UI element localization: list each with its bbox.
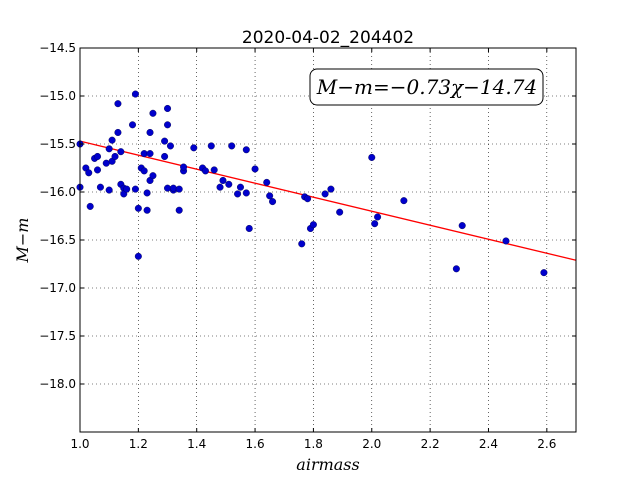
data-point — [234, 190, 242, 198]
y-axis-label: M−m — [13, 218, 32, 264]
y-tick-label: −14.5 — [39, 41, 76, 55]
data-point — [149, 109, 157, 117]
data-point — [228, 142, 236, 150]
data-point — [242, 146, 250, 154]
data-point — [96, 183, 104, 191]
data-point — [169, 184, 177, 192]
data-point — [245, 224, 253, 232]
data-point — [321, 190, 329, 198]
data-point — [114, 100, 122, 108]
data-point — [242, 189, 250, 197]
fit-line — [79, 140, 577, 261]
x-axis-ticks: 1.0 1.2 1.4 1.6 1.8 2.0 2.2 2.4 2.6 — [70, 48, 556, 451]
x-tick-label: 2.6 — [537, 437, 556, 451]
data-point — [134, 204, 142, 212]
data-point — [502, 237, 510, 245]
data-point — [175, 185, 183, 193]
data-point — [146, 128, 154, 136]
annotation-box — [309, 68, 544, 106]
data-point — [175, 206, 183, 214]
data-point — [263, 178, 271, 186]
data-point — [149, 172, 157, 180]
data-point — [140, 150, 148, 158]
y-tick-label: −15.5 — [39, 137, 76, 151]
x-tick-label: 1.2 — [129, 437, 148, 451]
data-point — [131, 90, 139, 98]
data-point — [180, 163, 188, 171]
y-tick-label: −16.0 — [39, 185, 76, 199]
data-point — [94, 166, 102, 174]
y-tick-label: −17.0 — [39, 281, 76, 295]
data-point — [210, 166, 218, 174]
data-point — [143, 206, 151, 214]
fit-line-layer — [79, 140, 577, 261]
data-point — [540, 269, 548, 277]
data-point — [374, 213, 382, 221]
data-point — [309, 221, 317, 229]
data-point — [251, 165, 259, 173]
data-point — [458, 222, 466, 230]
data-point — [123, 185, 131, 193]
data-point — [117, 148, 125, 156]
data-point — [86, 202, 94, 210]
data-point — [190, 144, 198, 152]
data-point — [400, 197, 408, 205]
data-point — [102, 159, 110, 167]
y-tick-label: −15.0 — [39, 89, 76, 103]
data-point — [161, 152, 169, 160]
data-point — [304, 195, 312, 203]
x-tick-label: 1.6 — [246, 437, 265, 451]
x-tick-label: 2.4 — [479, 437, 498, 451]
data-point — [129, 121, 137, 129]
x-tick-label: 1.4 — [187, 437, 206, 451]
data-point — [134, 252, 142, 260]
data-point — [371, 220, 379, 228]
x-tick-label: 1.0 — [70, 437, 89, 451]
data-point — [219, 176, 227, 184]
data-point — [327, 185, 335, 193]
data-point — [269, 198, 277, 206]
x-tick-label: 1.8 — [304, 437, 323, 451]
data-point — [111, 152, 119, 160]
data-point — [368, 153, 376, 161]
data-point — [207, 142, 215, 150]
data-point — [108, 136, 116, 144]
data-point — [164, 121, 172, 129]
data-point — [161, 137, 169, 145]
equation-annotation: M−m=−0.73χ−14.74 — [309, 68, 544, 106]
y-tick-label: −18.0 — [39, 377, 76, 391]
data-point — [336, 208, 344, 216]
data-point — [164, 104, 172, 112]
x-axis-label: airmass — [296, 455, 359, 474]
y-tick-label: −16.5 — [39, 233, 76, 247]
data-point — [452, 265, 460, 273]
data-point — [166, 142, 174, 150]
data-point — [298, 240, 306, 248]
data-point — [131, 185, 139, 193]
x-tick-label: 2.0 — [362, 437, 381, 451]
data-point — [85, 169, 93, 177]
data-point — [146, 150, 154, 158]
annotation-text: M−m=−0.73χ−14.74 — [316, 75, 537, 99]
scatter-points — [76, 90, 548, 277]
data-point — [216, 183, 224, 191]
x-tick-label: 2.2 — [421, 437, 440, 451]
data-point — [105, 145, 113, 153]
data-point — [140, 167, 148, 175]
chart-title: 2020-04-02_204402 — [242, 28, 414, 48]
data-point — [266, 192, 274, 200]
y-tick-label: −17.5 — [39, 329, 76, 343]
data-point — [94, 152, 102, 160]
data-point — [225, 180, 233, 188]
data-point — [114, 128, 122, 136]
data-point — [201, 167, 209, 175]
data-point — [236, 183, 244, 191]
data-point — [105, 186, 113, 194]
data-point — [143, 189, 151, 197]
y-axis-ticks: −14.5 −15.0 −15.5 −16.0 −16.5 −17.0 −17.5 −18.0 — [39, 41, 576, 391]
data-point — [164, 184, 172, 192]
